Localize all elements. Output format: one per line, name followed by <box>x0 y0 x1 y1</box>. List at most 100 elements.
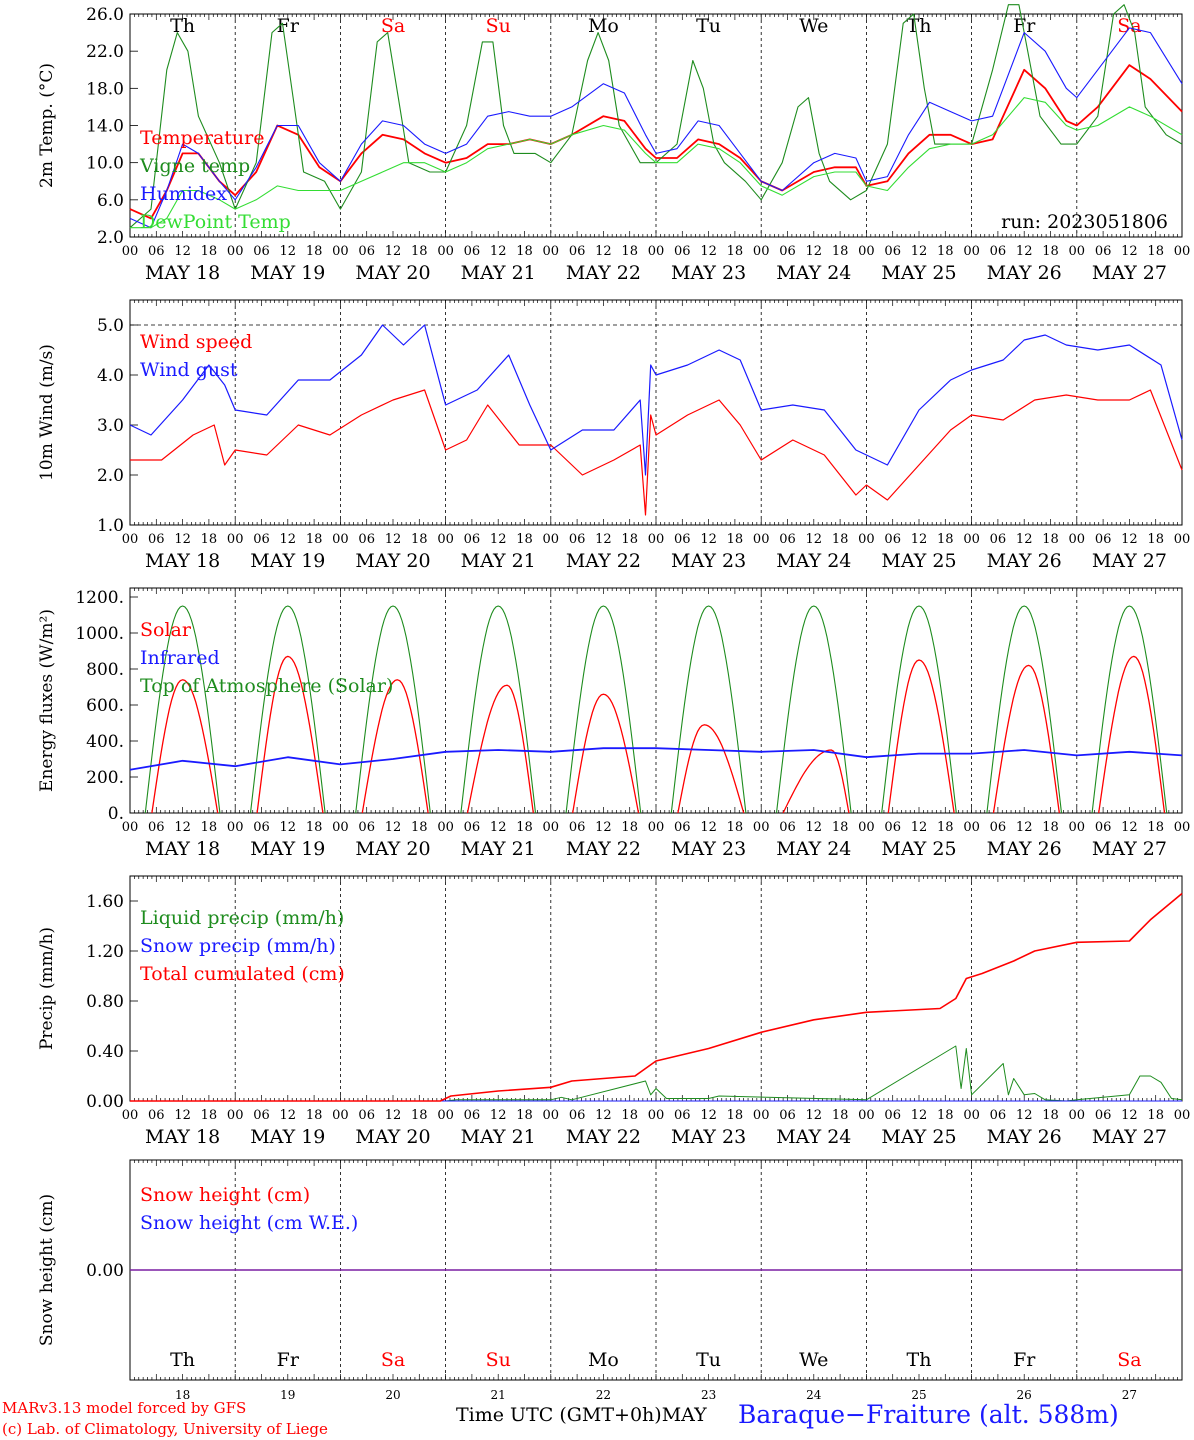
precip-series-line <box>130 892 1183 1102</box>
date-label: MAY 24 <box>776 1126 851 1148</box>
y-tick-label: 4.0 <box>97 366 124 386</box>
wind-series-line <box>130 389 1183 516</box>
date-label: MAY 25 <box>881 838 956 860</box>
day-number-label: 27 <box>1122 1388 1137 1402</box>
hour-tick-label: 18 <box>727 532 744 547</box>
plot-frame <box>129 299 1183 526</box>
weekday-label: Sa <box>381 1349 405 1371</box>
hour-tick-label: 06 <box>884 1108 901 1123</box>
hour-tick-label: 18 <box>832 244 849 259</box>
hour-tick-label: 00 <box>648 244 665 259</box>
hour-tick-label: 00 <box>227 532 244 547</box>
hour-tick-label: 18 <box>201 820 218 835</box>
legend-entry: Vigne temp <box>139 155 250 177</box>
hour-tick-label: 18 <box>937 820 954 835</box>
solar-line <box>466 684 534 814</box>
hour-tick-label: 00 <box>543 244 560 259</box>
weekday-label: Su <box>486 15 511 37</box>
y-axis-label: Precip (mm/h) <box>37 927 57 1050</box>
hour-tick-label: 18 <box>621 244 638 259</box>
hour-tick-label: 12 <box>911 820 928 835</box>
day-number-label: 22 <box>596 1388 611 1402</box>
hour-tick-label: 06 <box>464 820 481 835</box>
legend-entry: Temperature <box>140 127 264 149</box>
hour-tick-label: 06 <box>884 820 901 835</box>
hour-tick-label: 06 <box>1095 244 1112 259</box>
toa-solar-line <box>565 605 642 814</box>
hour-tick-label: 00 <box>227 1108 244 1123</box>
hour-tick-label: 12 <box>490 244 507 259</box>
hour-tick-label: 00 <box>227 820 244 835</box>
hour-tick-label: 06 <box>148 244 165 259</box>
hour-tick-label: 00 <box>963 532 980 547</box>
hour-tick-label: 18 <box>201 532 218 547</box>
hour-tick-label: 18 <box>306 532 323 547</box>
legend-entry: DewPoint Temp <box>140 211 291 233</box>
date-label: MAY 26 <box>987 262 1062 284</box>
hour-tick-label: 18 <box>1147 244 1164 259</box>
y-tick-label: 22.0 <box>86 42 124 62</box>
toa-solar-line <box>1091 605 1168 814</box>
hour-tick-label: 00 <box>437 820 454 835</box>
lab-credit: (c) Lab. of Climatology, University of L… <box>2 1420 328 1438</box>
date-label: MAY 21 <box>461 838 536 860</box>
hour-tick-label: 00 <box>543 820 560 835</box>
date-label: MAY 18 <box>145 1126 220 1148</box>
hour-tick-label: 12 <box>280 244 297 259</box>
solar-line <box>151 679 219 814</box>
hour-tick-label: 06 <box>779 820 796 835</box>
hour-tick-label: 00 <box>1174 532 1191 547</box>
y-tick-label: 1.60 <box>86 892 124 912</box>
hour-tick-label: 12 <box>1121 244 1138 259</box>
hour-tick-label: 06 <box>464 532 481 547</box>
hour-tick-label: 12 <box>806 244 823 259</box>
hour-tick-label: 18 <box>621 532 638 547</box>
hour-tick-label: 12 <box>174 532 191 547</box>
toa-solar-line <box>355 605 431 814</box>
infrared-line <box>129 747 1183 771</box>
hour-tick-label: 12 <box>595 244 612 259</box>
hour-tick-label: 12 <box>700 820 717 835</box>
hour-tick-label: 06 <box>569 532 586 547</box>
hour-tick-label: 18 <box>306 1108 323 1123</box>
wind-series-line <box>129 324 1183 476</box>
hour-tick-label: 00 <box>753 1108 770 1123</box>
date-label: MAY 27 <box>1092 550 1167 572</box>
y-tick-label: 2.0 <box>97 228 124 248</box>
hour-tick-label: 00 <box>648 532 665 547</box>
hour-tick-label: 18 <box>832 1108 849 1123</box>
hour-tick-label: 18 <box>1147 1108 1164 1123</box>
toa-solar-line <box>881 605 957 814</box>
weekday-label: Th <box>170 15 195 37</box>
hour-tick-label: 06 <box>569 244 586 259</box>
day-number-label: 24 <box>806 1388 822 1402</box>
hour-tick-label: 00 <box>543 1108 560 1123</box>
hour-tick-label: 00 <box>858 1108 875 1123</box>
date-label: MAY 27 <box>1092 1126 1167 1148</box>
date-label: MAY 19 <box>250 838 325 860</box>
hour-tick-label: 06 <box>253 532 270 547</box>
hour-tick-label: 12 <box>700 532 717 547</box>
hour-tick-label: 00 <box>1069 1108 1086 1123</box>
hour-tick-label: 12 <box>806 820 823 835</box>
hour-tick-label: 06 <box>569 1108 586 1123</box>
temp-series-line <box>129 64 1183 220</box>
hour-tick-label: 12 <box>490 532 507 547</box>
day-number-label: 21 <box>491 1388 506 1402</box>
hour-tick-label: 00 <box>648 820 665 835</box>
date-label: MAY 27 <box>1092 262 1167 284</box>
hour-tick-label: 18 <box>201 244 218 259</box>
hour-tick-label: 00 <box>858 820 875 835</box>
hour-tick-label: 18 <box>411 244 428 259</box>
solar-line <box>256 655 324 814</box>
weekday-label: Tu <box>696 15 721 37</box>
hour-tick-label: 18 <box>937 1108 954 1123</box>
hour-tick-label: 18 <box>937 532 954 547</box>
hour-tick-label: 12 <box>595 1108 612 1123</box>
weekday-label: Th <box>907 15 932 37</box>
date-label: MAY 26 <box>987 1126 1062 1148</box>
y-tick-label: 0.00 <box>86 1092 124 1112</box>
weekday-label: Th <box>170 1349 195 1371</box>
date-label: MAY 21 <box>461 550 536 572</box>
hour-tick-label: 18 <box>516 244 533 259</box>
